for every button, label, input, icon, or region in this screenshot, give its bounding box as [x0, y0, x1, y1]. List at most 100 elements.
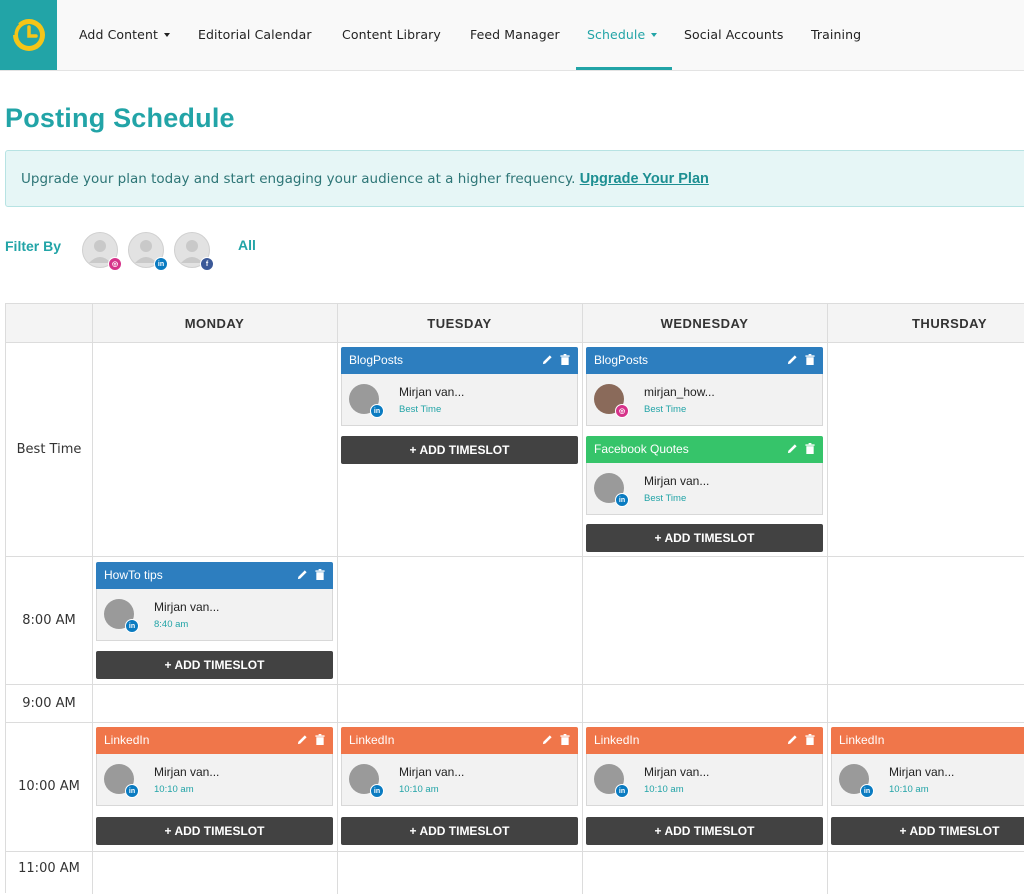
linkedin-icon: in	[615, 784, 629, 798]
account-name: Mirjan van...	[154, 765, 220, 779]
timeslot-body[interactable]: in Mirjan van... 10:10 am	[96, 754, 333, 806]
timeslot-body[interactable]: in Mirjan van... 10:10 am	[586, 754, 823, 806]
avatar: in	[594, 764, 629, 798]
grid-divider	[6, 851, 1024, 852]
pencil-icon[interactable]	[297, 569, 308, 580]
timeslot-title: BlogPosts	[594, 353, 649, 367]
post-time: 10:10 am	[644, 784, 684, 795]
nav-content-library[interactable]: Content Library	[342, 27, 441, 42]
avatar: in	[104, 764, 139, 798]
trash-icon[interactable]	[805, 734, 815, 745]
timeslot-card: LinkedIn in Mirjan van... 10:10 am	[586, 727, 823, 806]
account-name: Mirjan van...	[399, 765, 465, 779]
timeslot-body[interactable]: in Mirjan van... 8:40 am	[96, 589, 333, 641]
time-label-9am: 9:00 AM	[22, 696, 76, 711]
linkedin-icon: in	[370, 404, 384, 418]
account-name: Mirjan van...	[644, 474, 710, 488]
day-header-thursday: THURSDAY	[911, 316, 988, 331]
timeslot-body[interactable]: in Mirjan van... Best Time	[341, 374, 578, 426]
post-time: Best Time	[399, 404, 442, 415]
filter-account-linkedin[interactable]: in	[128, 232, 168, 271]
timeslot-card: BlogPosts in Mirjan van... Best Time	[341, 347, 578, 426]
day-header-monday: MONDAY	[184, 316, 245, 331]
post-time: Best Time	[644, 493, 687, 504]
nav-editorial-calendar[interactable]: Editorial Calendar	[198, 27, 312, 42]
avatar: in	[839, 764, 874, 798]
timeslot-header: BlogPosts	[341, 347, 578, 374]
filter-label: Filter By	[5, 238, 62, 254]
pencil-icon[interactable]	[787, 354, 798, 365]
schedule-grid: MONDAY TUESDAY WEDNESDAY THURSDAY Best T…	[5, 303, 1024, 894]
add-timeslot-button[interactable]: + ADD TIMESLOT	[96, 817, 333, 845]
nav-schedule[interactable]: Schedule	[587, 27, 658, 42]
grid-divider	[582, 304, 583, 894]
post-time: 8:40 am	[154, 619, 189, 630]
add-timeslot-button[interactable]: + ADD TIMESLOT	[96, 651, 333, 679]
facebook-icon: f	[200, 257, 214, 271]
linkedin-icon: in	[154, 257, 168, 271]
trash-icon[interactable]	[560, 354, 570, 365]
filter-account-instagram[interactable]: ◎	[82, 232, 122, 271]
timeslot-title: Facebook Quotes	[594, 442, 689, 456]
nav-training[interactable]: Training	[811, 27, 862, 42]
avatar: ◎	[594, 384, 629, 418]
grid-divider	[92, 304, 93, 894]
grid-divider	[6, 342, 1024, 343]
timeslot-title: BlogPosts	[349, 353, 404, 367]
linkedin-icon: in	[125, 619, 139, 633]
timeslot-card: LinkedIn in Mirjan van... 10:10 am	[96, 727, 333, 806]
filter-all-button[interactable]: All	[238, 237, 256, 253]
grid-divider	[6, 684, 1024, 685]
nav-add-content[interactable]: Add Content	[79, 27, 170, 42]
avatar: in	[104, 599, 139, 633]
timeslot-title: LinkedIn	[839, 733, 885, 747]
pencil-icon[interactable]	[787, 443, 798, 454]
timeslot-header: LinkedIn	[586, 727, 823, 754]
timeslot-title: LinkedIn	[104, 733, 150, 747]
timeslot-card: HowTo tips in Mirjan van... 8:40 am	[96, 562, 333, 641]
add-timeslot-button[interactable]: + ADD TIMESLOT	[586, 817, 823, 845]
chevron-down-icon	[651, 32, 658, 37]
pencil-icon[interactable]	[542, 734, 553, 745]
linkedin-icon: in	[370, 784, 384, 798]
avatar: in	[349, 764, 384, 798]
timeslot-body[interactable]: in Mirjan van... 10:10 am	[341, 754, 578, 806]
pencil-icon[interactable]	[542, 354, 553, 365]
upgrade-plan-link[interactable]: Upgrade Your Plan	[579, 171, 709, 187]
app-logo[interactable]	[0, 0, 57, 70]
day-header-wednesday: WEDNESDAY	[660, 316, 749, 331]
pencil-icon[interactable]	[787, 734, 798, 745]
add-timeslot-button[interactable]: + ADD TIMESLOT	[831, 817, 1024, 845]
timeslot-header: LinkedIn	[341, 727, 578, 754]
time-label-10am: 10:00 AM	[18, 779, 80, 794]
trash-icon[interactable]	[805, 443, 815, 454]
add-timeslot-button[interactable]: + ADD TIMESLOT	[341, 817, 578, 845]
timeslot-body[interactable]: in Mirjan van... 10:10 am	[831, 754, 1024, 806]
timeslot-body[interactable]: ◎ mirjan_how... Best Time	[586, 374, 823, 426]
trash-icon[interactable]	[315, 734, 325, 745]
pencil-icon[interactable]	[297, 734, 308, 745]
nav-social-accounts[interactable]: Social Accounts	[684, 27, 784, 42]
trash-icon[interactable]	[315, 569, 325, 580]
timeslot-title: LinkedIn	[349, 733, 395, 747]
upgrade-alert: Upgrade your plan today and start engagi…	[5, 150, 1024, 207]
add-timeslot-button[interactable]: + ADD TIMESLOT	[341, 436, 578, 464]
trash-icon[interactable]	[805, 354, 815, 365]
timeslot-header: BlogPosts	[586, 347, 823, 374]
timeslot-card: Facebook Quotes in Mirjan van... Best Ti…	[586, 436, 823, 515]
instagram-icon: ◎	[615, 404, 629, 418]
timeslot-header: LinkedIn	[831, 727, 1024, 754]
timeslot-header: LinkedIn	[96, 727, 333, 754]
instagram-icon: ◎	[108, 257, 122, 271]
avatar: in	[349, 384, 384, 418]
clock-logo-icon	[11, 19, 45, 51]
filter-account-facebook[interactable]: f	[174, 232, 214, 271]
nav-feed-manager[interactable]: Feed Manager	[470, 27, 560, 42]
timeslot-title: HowTo tips	[104, 568, 163, 582]
add-timeslot-button[interactable]: + ADD TIMESLOT	[586, 524, 823, 552]
linkedin-icon: in	[615, 493, 629, 507]
avatar: in	[594, 473, 629, 507]
trash-icon[interactable]	[560, 734, 570, 745]
grid-header	[6, 304, 1024, 343]
timeslot-body[interactable]: in Mirjan van... Best Time	[586, 463, 823, 515]
